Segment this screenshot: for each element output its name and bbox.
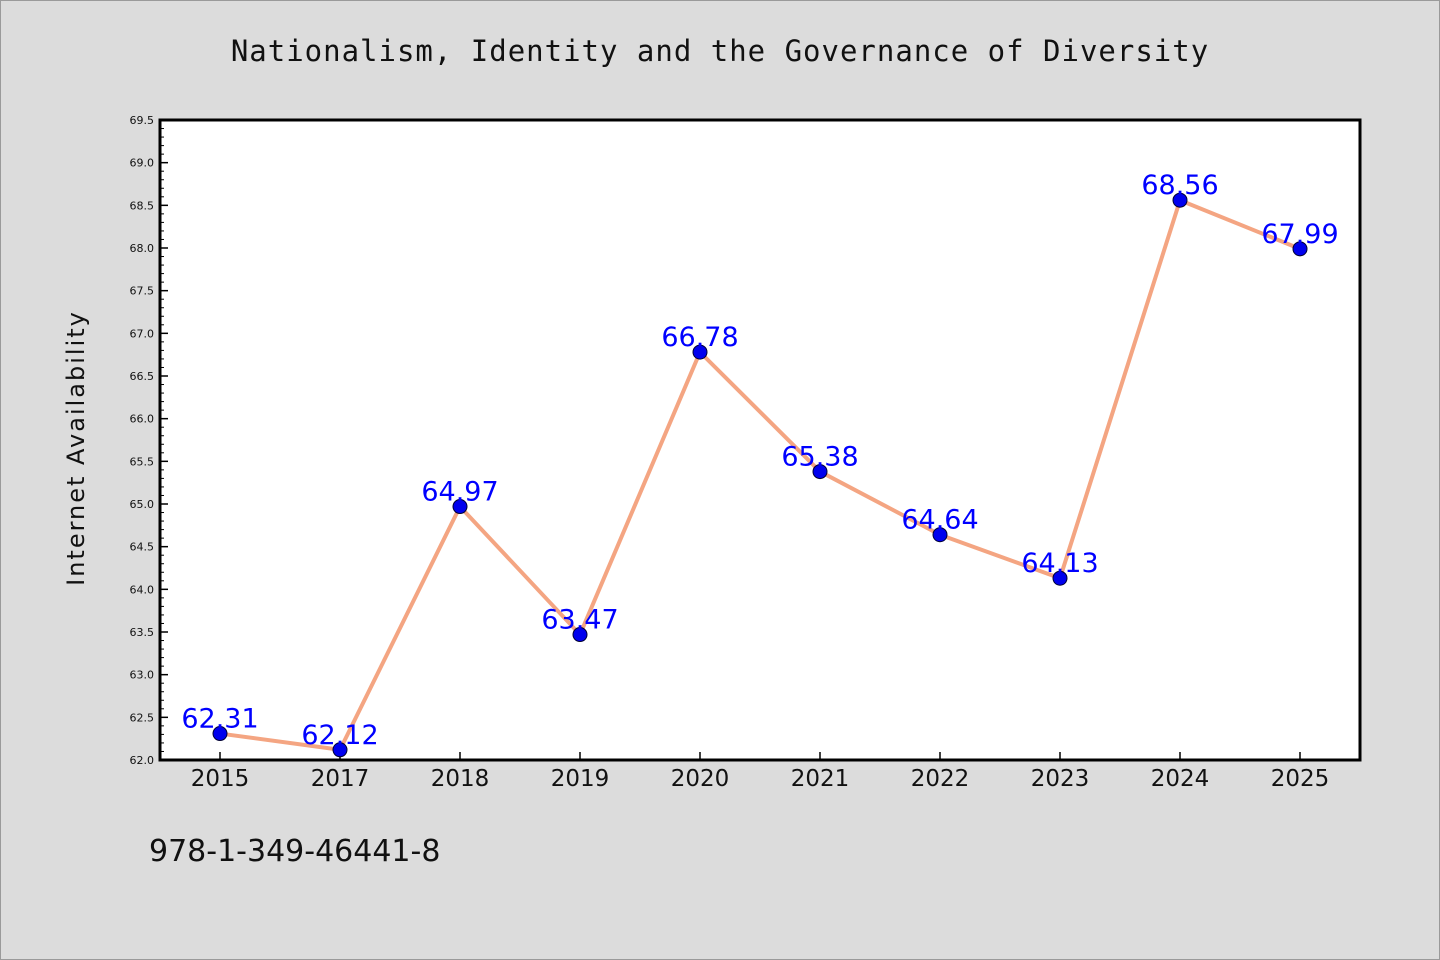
data-label: 64.97 [421, 477, 498, 508]
y-tick-label: 64.0 [130, 583, 155, 596]
x-tick-label: 2017 [311, 766, 370, 792]
y-tick-label: 69.5 [130, 114, 155, 127]
y-tick-label: 68.0 [130, 242, 155, 255]
data-point [452, 499, 468, 515]
series-line [219, 198, 1301, 752]
data-label: 65.38 [781, 442, 858, 473]
y-tick-label: 66.5 [130, 370, 155, 383]
plot-area [158, 118, 1362, 762]
data-point [1172, 192, 1188, 208]
y-tick-label: 67.5 [130, 285, 155, 298]
data-point [332, 742, 348, 758]
y-tick-label: 65.5 [130, 455, 155, 468]
y-tick-label: 68.5 [130, 199, 155, 212]
x-tick-label: 2022 [911, 766, 970, 792]
data-point [212, 726, 228, 742]
x-axis: 2015 2017 2018 2019 2020 2021 2022 2023 2024 2025 [191, 752, 1330, 792]
data-label: 67.99 [1261, 219, 1338, 250]
data-point [812, 464, 828, 480]
data-label: 63.47 [541, 605, 618, 636]
data-label: 62.31 [181, 704, 258, 735]
x-tick-label: 2024 [1151, 766, 1210, 792]
data-label: 68.56 [1141, 170, 1218, 201]
isbn-text: 978-1-349-46441-8 [149, 834, 441, 869]
y-tick-label: 63.0 [130, 669, 155, 682]
data-label: 62.12 [301, 720, 378, 751]
data-point [932, 527, 948, 543]
data-point [1052, 570, 1068, 586]
y-tick-label: 69.0 [130, 157, 155, 170]
y-tick-label: 67.0 [130, 327, 155, 340]
x-tick-label: 2019 [551, 766, 610, 792]
x-tick-label: 2025 [1271, 766, 1330, 792]
data-labels: 62.31 62.12 64.97 63.47 66.78 65.38 64.64 64.13… [181, 170, 1338, 751]
x-tick-label: 2020 [671, 766, 730, 792]
y-axis: 62.0 62.5 63.0 63.5 64.0 64.5 65.0 65.5 66.0 66.5… [130, 114, 168, 767]
data-point [572, 627, 588, 643]
data-label: 64.64 [901, 505, 978, 536]
y-tick-label: 64.5 [130, 541, 155, 554]
data-point [1292, 241, 1308, 257]
y-tick-label: 65.0 [130, 498, 155, 511]
data-point [692, 344, 708, 360]
x-tick-label: 2021 [791, 766, 850, 792]
y-tick-label: 63.5 [130, 626, 155, 639]
y-tick-label: 66.0 [130, 413, 155, 426]
data-markers [212, 192, 1308, 758]
x-tick-label: 2015 [191, 766, 250, 792]
data-label: 66.78 [661, 322, 738, 353]
x-tick-label: 2023 [1031, 766, 1090, 792]
y-tick-label: 62.5 [130, 711, 155, 724]
chart-title: Nationalism, Identity and the Governance… [230, 34, 1210, 68]
x-tick-label: 2018 [431, 766, 490, 792]
y-tick-label: 62.0 [130, 754, 155, 767]
data-label: 64.13 [1021, 548, 1098, 579]
